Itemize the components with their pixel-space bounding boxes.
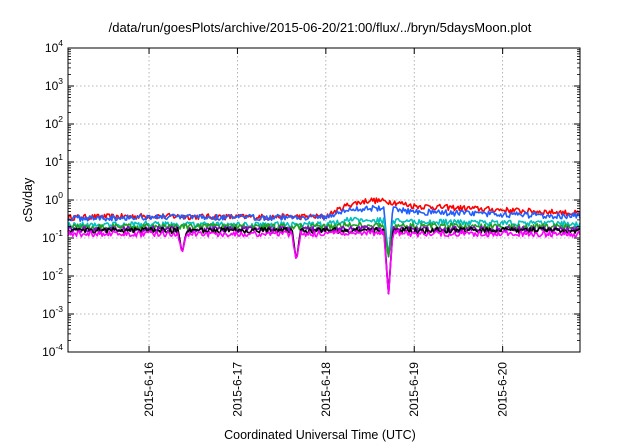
y-tick-label: 100: [45, 190, 63, 207]
x-tick-label: 2015-6-19: [407, 362, 421, 417]
y-axis-label: cSv/day: [21, 177, 35, 223]
y-tick-label: 102: [45, 114, 63, 131]
x-tick-label: 2015-6-18: [319, 362, 333, 417]
chart-title: /data/run/goesPlots/archive/2015-06-20/2…: [108, 20, 532, 35]
series-line: [67, 221, 581, 258]
series-line: [67, 197, 581, 222]
x-tick-label: 2015-6-16: [142, 362, 156, 417]
series-line: [67, 216, 581, 258]
y-tick-label: 10-2: [42, 266, 63, 283]
y-tick-label: 101: [45, 152, 63, 169]
x-axis-label: Coordinated Universal Time (UTC): [224, 428, 416, 442]
y-tick-label: 10-1: [42, 228, 63, 245]
x-tick-label: 2015-6-17: [230, 362, 244, 417]
axis-layer: 10-4 10-3 10-2 10-1 100 101 102 103 104 2015-6-16…: [42, 38, 581, 417]
series-line: [67, 226, 581, 295]
y-tick-label: 104: [45, 38, 63, 55]
grid-layer: [68, 48, 580, 352]
x-tick-label: 2015-6-20: [496, 362, 510, 417]
y-tick-label: 10-3: [42, 304, 63, 321]
series-line: [67, 225, 581, 295]
y-tick-label: 10-4: [42, 342, 63, 359]
series-line: [67, 204, 581, 257]
series-line: [67, 229, 581, 295]
plot-frame: [67, 47, 581, 353]
series-layer: [67, 197, 581, 295]
y-tick-label: 103: [45, 76, 63, 93]
